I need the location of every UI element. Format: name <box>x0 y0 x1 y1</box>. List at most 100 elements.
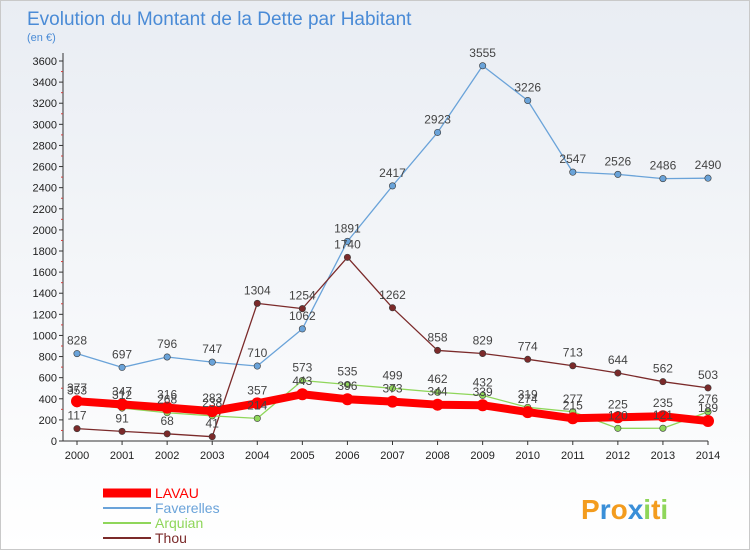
data-point-thou <box>659 378 667 386</box>
data-label-arquian: 214 <box>247 398 267 412</box>
data-label-arquian: 120 <box>608 408 628 422</box>
data-point-arquian <box>253 414 261 422</box>
data-label-thou: 503 <box>698 368 718 382</box>
data-label-thou: 1254 <box>289 289 316 303</box>
data-label-faverelles: 1891 <box>334 221 361 235</box>
data-point-faverelles <box>163 353 171 361</box>
data-label-lavau: 316 <box>157 388 177 402</box>
data-label-lavau: 235 <box>653 396 673 410</box>
logo-letter: i <box>660 494 668 525</box>
x-tick-label: 2014 <box>696 450 720 462</box>
data-label-faverelles: 796 <box>157 337 177 351</box>
series-layer <box>71 62 714 441</box>
y-tick-label: 1400 <box>33 288 57 300</box>
data-point-lavau <box>161 401 174 414</box>
x-tick-label: 2004 <box>245 450 269 462</box>
data-label-lavau: 357 <box>247 383 267 397</box>
x-tick-label: 2009 <box>470 450 494 462</box>
data-point-faverelles <box>614 170 622 178</box>
data-point-lavau <box>116 398 129 411</box>
y-tick-label: 3000 <box>33 119 57 131</box>
data-label-arquian: 573 <box>292 361 312 375</box>
data-label-lavau: 373 <box>382 382 402 396</box>
data-label-arquian: 499 <box>382 368 402 382</box>
data-point-arquian <box>343 381 351 389</box>
data-label-arquian: 276 <box>698 392 718 406</box>
data-point-thou <box>569 362 577 370</box>
data-label-thou: 1304 <box>244 283 271 297</box>
data-point-thou <box>298 305 306 313</box>
data-point-thou <box>163 430 171 438</box>
data-label-faverelles: 1062 <box>289 309 316 323</box>
data-label-lavau: 215 <box>563 398 583 412</box>
data-label-thou: 774 <box>518 339 538 353</box>
logo-letter: o <box>611 494 628 525</box>
y-tick-label: 2600 <box>33 162 57 174</box>
data-label-arquian: 353 <box>67 384 87 398</box>
data-point-faverelles <box>569 168 577 176</box>
legend-label-arquian: Arquian <box>155 515 203 531</box>
y-tick-label: 600 <box>39 373 57 385</box>
y-tick-label: 3200 <box>33 98 57 110</box>
data-point-arquian <box>434 388 442 396</box>
data-label-lavau: 274 <box>518 392 538 406</box>
y-tick-label: 2800 <box>33 140 57 152</box>
data-point-thou <box>614 369 622 377</box>
data-point-thou <box>118 427 126 435</box>
data-point-faverelles <box>343 237 351 245</box>
data-label-thou: 644 <box>608 353 628 367</box>
data-label-faverelles: 3226 <box>514 80 541 94</box>
data-point-arquian <box>479 391 487 399</box>
legend-label-lavau: LAVAU <box>155 485 199 501</box>
data-point-lavau <box>71 395 83 408</box>
data-point-thou <box>524 355 532 363</box>
y-tick-label: 1600 <box>33 267 57 279</box>
data-point-thou <box>434 346 442 354</box>
data-label-lavau: 339 <box>473 385 493 399</box>
y-tick-label: 400 <box>39 394 57 406</box>
x-tick-label: 2007 <box>380 450 404 462</box>
proxiti-logo: Proxiti <box>581 494 668 525</box>
data-point-thou <box>388 304 396 312</box>
data-point-thou <box>73 425 81 433</box>
legend-label-thou: Thou <box>155 530 187 546</box>
data-label-arquian: 277 <box>563 392 583 406</box>
data-point-lavau <box>386 395 399 408</box>
data-label-thou: 829 <box>473 333 493 347</box>
logo-letter: i <box>643 494 651 525</box>
x-tick-label: 2013 <box>651 450 675 462</box>
y-tick-label: 0 <box>51 436 57 448</box>
logo-letter: r <box>600 494 611 525</box>
data-point-faverelles <box>659 175 667 183</box>
data-label-lavau: 396 <box>337 379 357 393</box>
data-point-faverelles <box>388 182 396 190</box>
data-point-lavau <box>521 406 534 419</box>
data-point-faverelles <box>479 62 487 70</box>
data-label-lavau: 283 <box>202 391 222 405</box>
y-tick-label: 1000 <box>33 330 57 342</box>
data-label-arquian: 268 <box>157 393 177 407</box>
data-label-arquian: 312 <box>112 388 132 402</box>
data-point-lavau <box>341 393 354 406</box>
x-tick-label: 2008 <box>425 450 449 462</box>
data-label-faverelles: 2490 <box>695 158 722 172</box>
data-point-faverelles <box>73 350 81 358</box>
data-point-thou <box>343 253 351 261</box>
data-point-faverelles <box>704 174 712 182</box>
data-point-lavau <box>702 415 714 428</box>
x-tick-label: 2002 <box>155 450 179 462</box>
data-label-lavau: 347 <box>112 384 132 398</box>
x-tick-label: 2010 <box>515 450 539 462</box>
y-tick-label: 2200 <box>33 204 57 216</box>
data-point-faverelles <box>208 358 216 366</box>
data-label-lavau: 189 <box>698 401 718 415</box>
data-point-arquian <box>659 424 667 432</box>
logo-letter: P <box>581 494 600 525</box>
data-point-lavau <box>206 405 219 418</box>
data-point-arquian <box>298 377 306 385</box>
data-point-lavau <box>251 397 264 410</box>
logo-letter: x <box>628 494 644 525</box>
